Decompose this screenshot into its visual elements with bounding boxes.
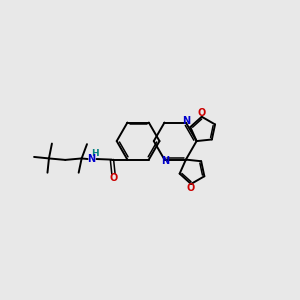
Text: N: N xyxy=(182,116,190,126)
Text: O: O xyxy=(109,173,118,183)
Text: O: O xyxy=(198,108,206,118)
Text: O: O xyxy=(187,182,195,193)
Text: N: N xyxy=(87,154,95,164)
Text: N: N xyxy=(161,156,169,166)
Text: H: H xyxy=(91,149,99,158)
